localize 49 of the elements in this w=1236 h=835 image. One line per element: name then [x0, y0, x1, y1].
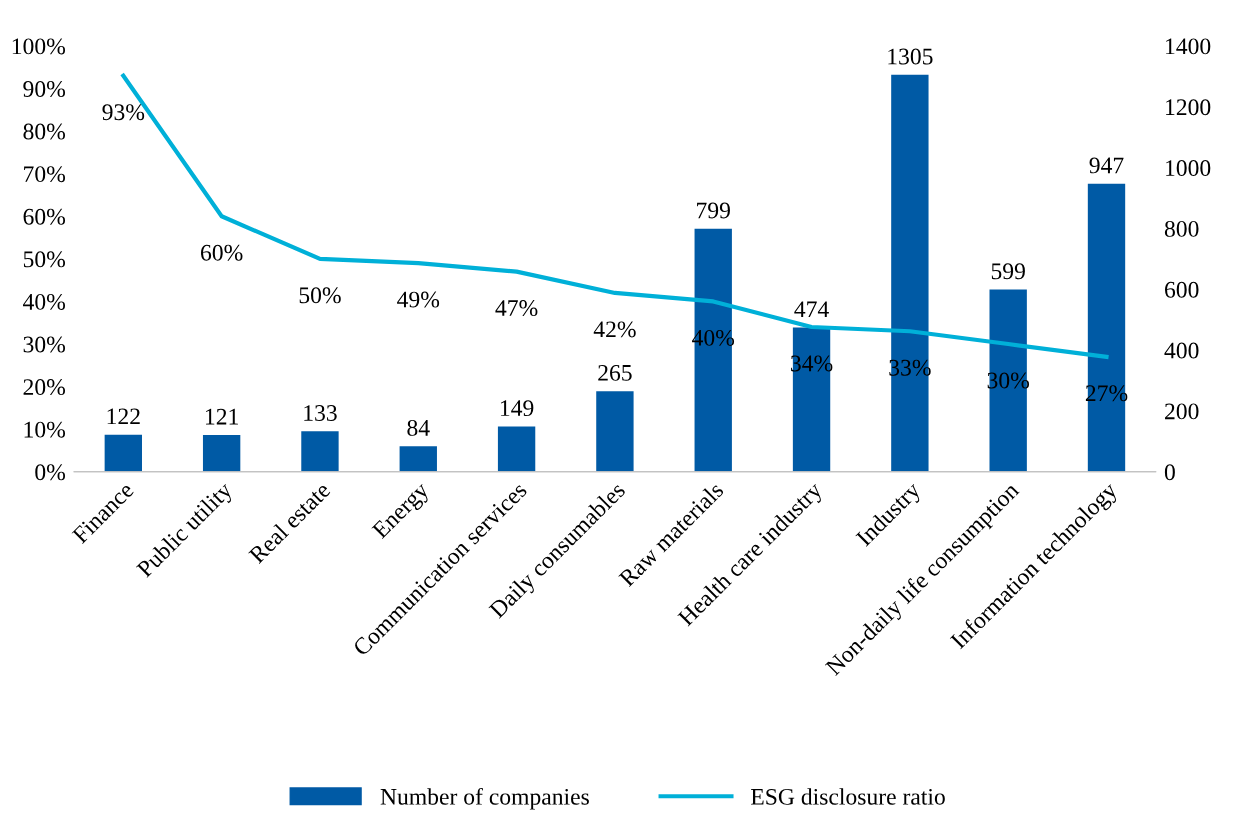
y-tick-label: 70%: [24, 166, 66, 183]
y-tick-label: 20%: [23, 379, 66, 396]
data-label: 49%: [397, 291, 440, 308]
data-label: 50%: [299, 287, 341, 304]
bar: [694, 228, 732, 472]
data-label: 93%: [102, 104, 145, 121]
y-tick-label: 0%: [35, 464, 66, 481]
bar: [1087, 183, 1126, 472]
legend-label: Number of companies: [380, 787, 589, 810]
y2-tick-label: 0: [1164, 464, 1175, 481]
y-tick-label: 100%: [12, 38, 66, 55]
data-label: 1305: [888, 48, 933, 65]
bar: [792, 327, 831, 472]
y-tick-label: 10%: [24, 421, 66, 438]
y2-tick-label: 1000: [1166, 160, 1211, 177]
y-tick-label: 30%: [23, 336, 66, 353]
data-label: 947: [1089, 157, 1124, 174]
data-label: 60%: [201, 244, 243, 261]
y-tick-label: 50%: [23, 251, 66, 268]
data-label: 133: [304, 405, 337, 421]
y2-tick-label: 1200: [1166, 99, 1211, 116]
bar: [202, 434, 241, 472]
data-label: 42%: [593, 321, 636, 338]
data-label: 149: [500, 400, 534, 417]
bar: [399, 446, 437, 472]
bar: [497, 426, 536, 472]
bar: [989, 289, 1027, 472]
y2-tick-label: 400: [1164, 342, 1199, 359]
bar: [301, 431, 339, 472]
bar: [596, 391, 634, 472]
y-tick-label: 40%: [23, 293, 66, 310]
y2-tick-label: 200: [1165, 403, 1199, 420]
data-label: 799: [697, 202, 730, 219]
data-label: 84: [407, 419, 430, 436]
bar: [891, 74, 929, 472]
data-label: 265: [598, 364, 632, 381]
data-label: 47%: [495, 300, 538, 317]
data-label: 474: [794, 301, 829, 318]
y2-tick-label: 1400: [1166, 38, 1211, 55]
y2-tick-label: 600: [1165, 281, 1199, 298]
bar: [104, 434, 142, 472]
data-label: 599: [991, 263, 1025, 280]
y2-tick-label: 800: [1164, 220, 1199, 237]
legend-label: ESG disclosure ratio: [751, 788, 945, 805]
y-tick-label: 60%: [23, 208, 66, 225]
y-tick-label: 80%: [23, 123, 66, 140]
data-label: 121: [206, 408, 238, 425]
y-tick-label: 90%: [23, 81, 66, 98]
data-label: 122: [107, 408, 140, 425]
